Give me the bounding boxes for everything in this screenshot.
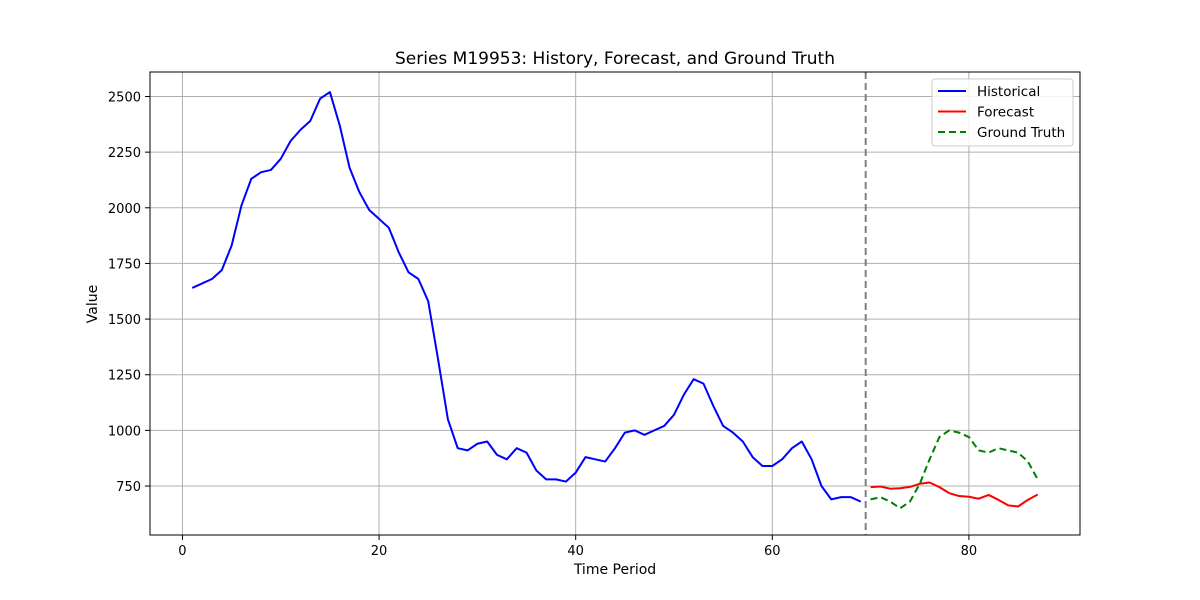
y-tick-label: 2250 [108,146,141,161]
x-tick-label: 40 [567,544,584,559]
chart-title: Series M19953: History, Forecast, and Gr… [395,49,835,69]
y-axis-label: Value [85,285,101,323]
y-tick-label: 2500 [108,90,141,105]
grid-lines [150,72,1080,535]
series-line-historical [191,91,862,503]
legend-box [931,78,1074,147]
series-lines [191,72,1039,535]
x-tick-label: 20 [371,544,388,559]
x-tick-label: 80 [961,544,978,559]
plot-frame [149,71,1081,536]
y-tick-label: 2000 [108,202,141,217]
y-tick-label: 1750 [108,257,141,272]
x-tick-label: 0 [178,544,186,559]
series-line-forecast [870,481,1039,508]
axes [145,71,1081,540]
legend-label: Historical [977,84,1040,100]
y-tick-label: 750 [116,480,141,495]
x-tick-label: 60 [764,544,781,559]
legend: Historical Forecast Ground Truth [931,78,1074,147]
y-tick-label: 1000 [108,424,141,439]
y-tick-label: 1500 [108,313,141,328]
legend-label: Forecast [977,105,1034,121]
series-line-ground-truth [870,429,1039,510]
y-tick-label: 1250 [108,369,141,384]
tick-labels: 0 20 40 60 80 750 1000 1250 1500 1750 2000 2250 2500 [108,90,977,559]
legend-label: Ground Truth [977,125,1065,141]
x-axis-label: Time Period [573,562,656,578]
